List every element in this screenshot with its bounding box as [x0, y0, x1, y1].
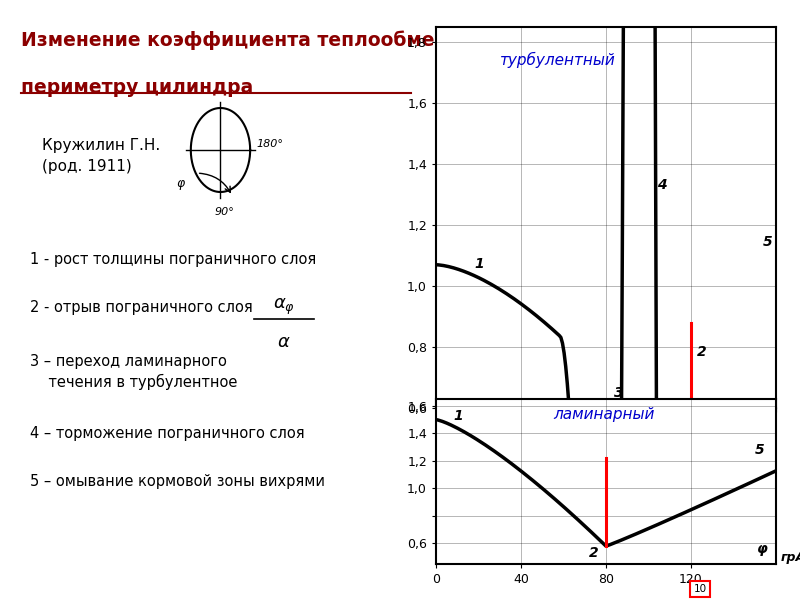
- Text: $\alpha_{\varphi}$: $\alpha_{\varphi}$: [273, 297, 295, 317]
- Text: 2 - отрыв пограничного слоя: 2 - отрыв пограничного слоя: [30, 300, 253, 315]
- Text: 2: 2: [589, 546, 598, 560]
- Text: 10: 10: [694, 584, 706, 594]
- Text: φ: φ: [757, 542, 768, 556]
- Text: ламинарный: ламинарный: [553, 407, 654, 422]
- Text: 1: 1: [453, 409, 462, 422]
- Text: 90°: 90°: [214, 206, 234, 217]
- Text: $\alpha$: $\alpha$: [278, 333, 291, 351]
- Text: 2: 2: [698, 345, 707, 359]
- Text: грАд: грАд: [780, 551, 800, 564]
- Text: 5: 5: [754, 443, 764, 457]
- Text: турбулентный: турбулентный: [500, 52, 615, 68]
- Text: 4 – торможение пограничного слоя: 4 – торможение пограничного слоя: [30, 426, 304, 441]
- Text: 3: 3: [614, 386, 624, 400]
- Text: Изменение коэффициента теплообмена по: Изменение коэффициента теплообмена по: [22, 30, 493, 50]
- Text: 5: 5: [763, 235, 773, 250]
- Text: 5 – омывание кормовой зоны вихрями: 5 – омывание кормовой зоны вихрями: [30, 474, 325, 489]
- Text: 180°: 180°: [256, 139, 283, 149]
- Text: 1 - рост толщины пограничного слоя: 1 - рост толщины пограничного слоя: [30, 252, 316, 267]
- Text: 4: 4: [657, 178, 666, 191]
- Text: периметру цилиндра: периметру цилиндра: [22, 78, 254, 97]
- Text: 3 – переход ламинарного
    течения в турбулентное: 3 – переход ламинарного течения в турбул…: [30, 354, 237, 391]
- Text: 1: 1: [474, 257, 484, 271]
- Text: Кружилин Г.Н.
(род. 1911): Кружилин Г.Н. (род. 1911): [42, 138, 161, 174]
- Text: φ: φ: [176, 177, 185, 190]
